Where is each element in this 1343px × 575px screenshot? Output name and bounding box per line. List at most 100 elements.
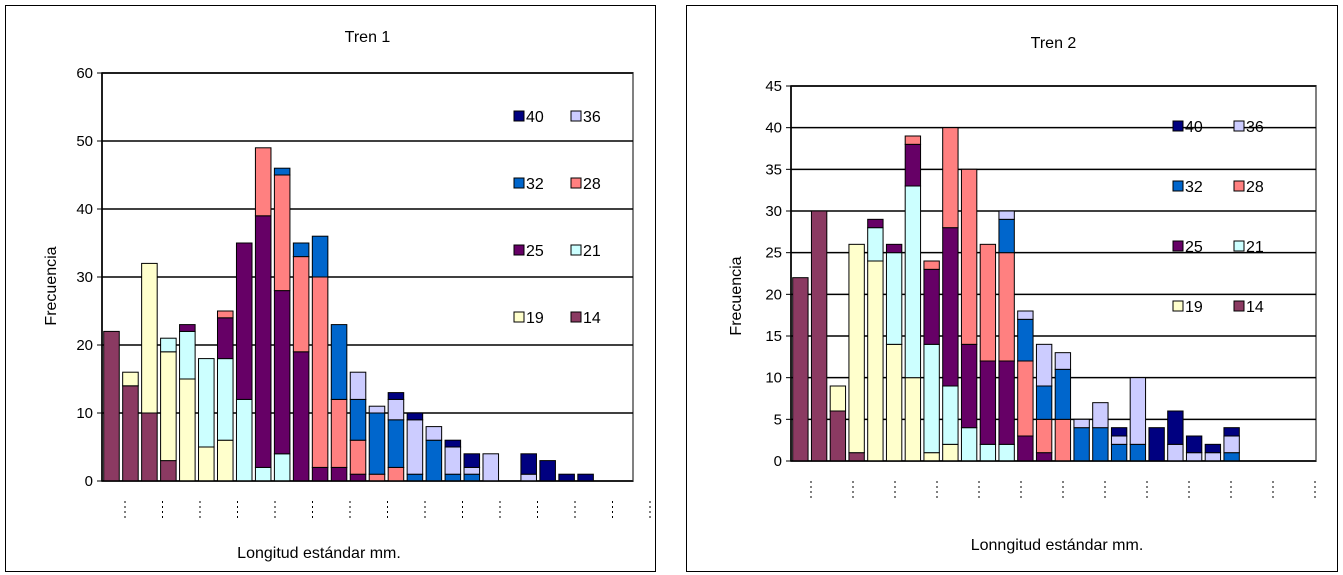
y-tick-label: 40 [765, 120, 782, 137]
bar-segment-14-2 [122, 385, 139, 482]
chart-tren-2: Tren 2 0 5 10 15 20 25 30 35 40 45 40 36 32 28 25 21 19 14… [728, 35, 1317, 554]
bar-segment-32-19 [444, 473, 462, 482]
bar-segment-32-12 [311, 235, 329, 278]
legend-swatch-21 [1233, 240, 1245, 252]
bar-segment-25-6 [885, 243, 903, 254]
bar-segment-32-16 [387, 419, 405, 468]
bar-segment-28-14 [349, 439, 367, 475]
bar-segment-25-11 [979, 360, 997, 445]
legend-swatch-36 [570, 110, 582, 122]
bar-segment-21-10 [960, 427, 978, 462]
bar-segment-19-2 [122, 371, 139, 387]
bar-segment-36-15 [1054, 352, 1072, 370]
bar-segment-14-2 [810, 210, 828, 462]
legend-label-32: 32 [1185, 179, 1203, 196]
bar-segment-21-9 [942, 385, 959, 445]
bar-segment-28-8 [923, 260, 940, 270]
chart-panel-tren-2: Tren 2 0 5 10 15 20 25 30 35 40 45 40 36 32 28 25 21 19 14… [686, 5, 1338, 572]
y-tick-label: 0 [774, 453, 782, 470]
bar-segment-28-7 [216, 310, 234, 319]
bar-segment-32-12 [998, 218, 1015, 254]
bar-segment-36-12 [998, 210, 1015, 220]
bar-segment-25-5 [179, 324, 196, 332]
bar-segment-32-24 [1223, 452, 1240, 462]
bar-segment-25-5 [867, 218, 884, 229]
chart-title-2: Tren 2 [1031, 35, 1077, 52]
bar-segment-36-19 [1129, 377, 1147, 445]
bar-segment-14-3 [829, 410, 847, 462]
legend-label-21: 21 [583, 243, 601, 260]
bar-segment-25-10 [960, 343, 978, 429]
bar-segment-36-20 [463, 466, 481, 475]
bar-segment-28-13 [330, 398, 348, 468]
bar-segment-28-12 [998, 252, 1015, 362]
bar-segment-21-6 [885, 252, 903, 345]
legend-swatch-40 [1172, 120, 1184, 132]
y-tick-label: 60 [76, 65, 93, 82]
bar-segment-21-8 [923, 343, 940, 454]
y-tick-label: 25 [765, 245, 782, 262]
y-axis-label-1: Frecuencia [43, 246, 60, 325]
bar-segment-36-23 [520, 473, 537, 482]
y-tick-label: 45 [765, 78, 782, 95]
bar-segment-32-17 [406, 473, 424, 482]
bar-segment-25-13 [1017, 435, 1034, 462]
bar-segment-28-13 [1017, 360, 1034, 437]
legend-swatch-25 [513, 244, 525, 256]
legend-swatch-36 [1233, 120, 1245, 132]
y-tick-label: 10 [76, 405, 93, 422]
bar-segment-21-4 [160, 337, 177, 353]
legend-swatch-21 [570, 244, 582, 256]
legend-swatch-28 [1233, 180, 1245, 192]
bar-segment-19-3 [829, 385, 847, 412]
bar-segment-36-18 [1110, 435, 1128, 445]
bar-segment-21-7 [904, 185, 922, 379]
legend-label-19: 19 [1185, 299, 1203, 316]
bar-segment-40-24 [1223, 427, 1240, 437]
bar-segment-32-15 [1054, 368, 1072, 420]
legend-label-14: 14 [1246, 299, 1264, 316]
legend-label-40: 40 [1185, 119, 1203, 136]
bar-segment-25-8 [235, 242, 253, 400]
bar-segment-25-11 [292, 351, 310, 482]
bar-segment-19-5 [179, 378, 196, 482]
bar-segment-19-9 [942, 443, 959, 462]
bar-segment-25-7 [904, 143, 922, 187]
bar-segment-40-25 [558, 473, 575, 482]
bar-segment-19-7 [904, 377, 922, 462]
bar-segment-32-19 [1129, 443, 1147, 462]
legend-label-28: 28 [1246, 179, 1264, 196]
bar-segment-40-21 [1167, 410, 1184, 445]
x-axis-label-1: Longitud estándar mm. [237, 545, 401, 562]
bar-segment-28-9 [942, 127, 959, 229]
legend-swatch-32 [513, 177, 525, 189]
bar-segment-28-16 [387, 466, 405, 482]
bar-segment-40-26 [577, 473, 594, 482]
bar-segment-28-12 [311, 276, 329, 468]
bar-segment-19-6 [198, 446, 215, 482]
bar-segment-25-10 [273, 290, 291, 455]
bar-segment-36-23 [1204, 452, 1222, 462]
y-tick-label: 15 [765, 328, 782, 345]
y-axis-label-2: Frecuencia [728, 256, 745, 335]
bar-segment-40-20 [463, 453, 481, 468]
bar-segment-40-17 [406, 412, 424, 421]
bar-segment-19-5 [867, 260, 884, 462]
bar-segment-40-24 [539, 460, 556, 482]
bar-segment-36-15 [368, 405, 386, 414]
bar-segment-36-14 [1035, 343, 1053, 387]
bar-segment-32-17 [1092, 427, 1109, 462]
bar-segment-28-11 [979, 243, 997, 362]
y-tick-label: 5 [774, 411, 782, 428]
bar-segment-25-7 [216, 317, 234, 360]
legend-label-40: 40 [526, 109, 544, 126]
legend-swatch-25 [1172, 240, 1184, 252]
legend-swatch-14 [570, 311, 582, 323]
bar-segment-14-4 [848, 452, 865, 462]
y-tick-label: 30 [76, 269, 93, 286]
chart-title-1: Tren 1 [345, 29, 391, 46]
bar-segment-32-16 [1073, 427, 1090, 462]
legend-label-36: 36 [1246, 119, 1264, 136]
legend-label-21: 21 [1246, 239, 1264, 256]
bar-segment-32-15 [368, 412, 386, 475]
